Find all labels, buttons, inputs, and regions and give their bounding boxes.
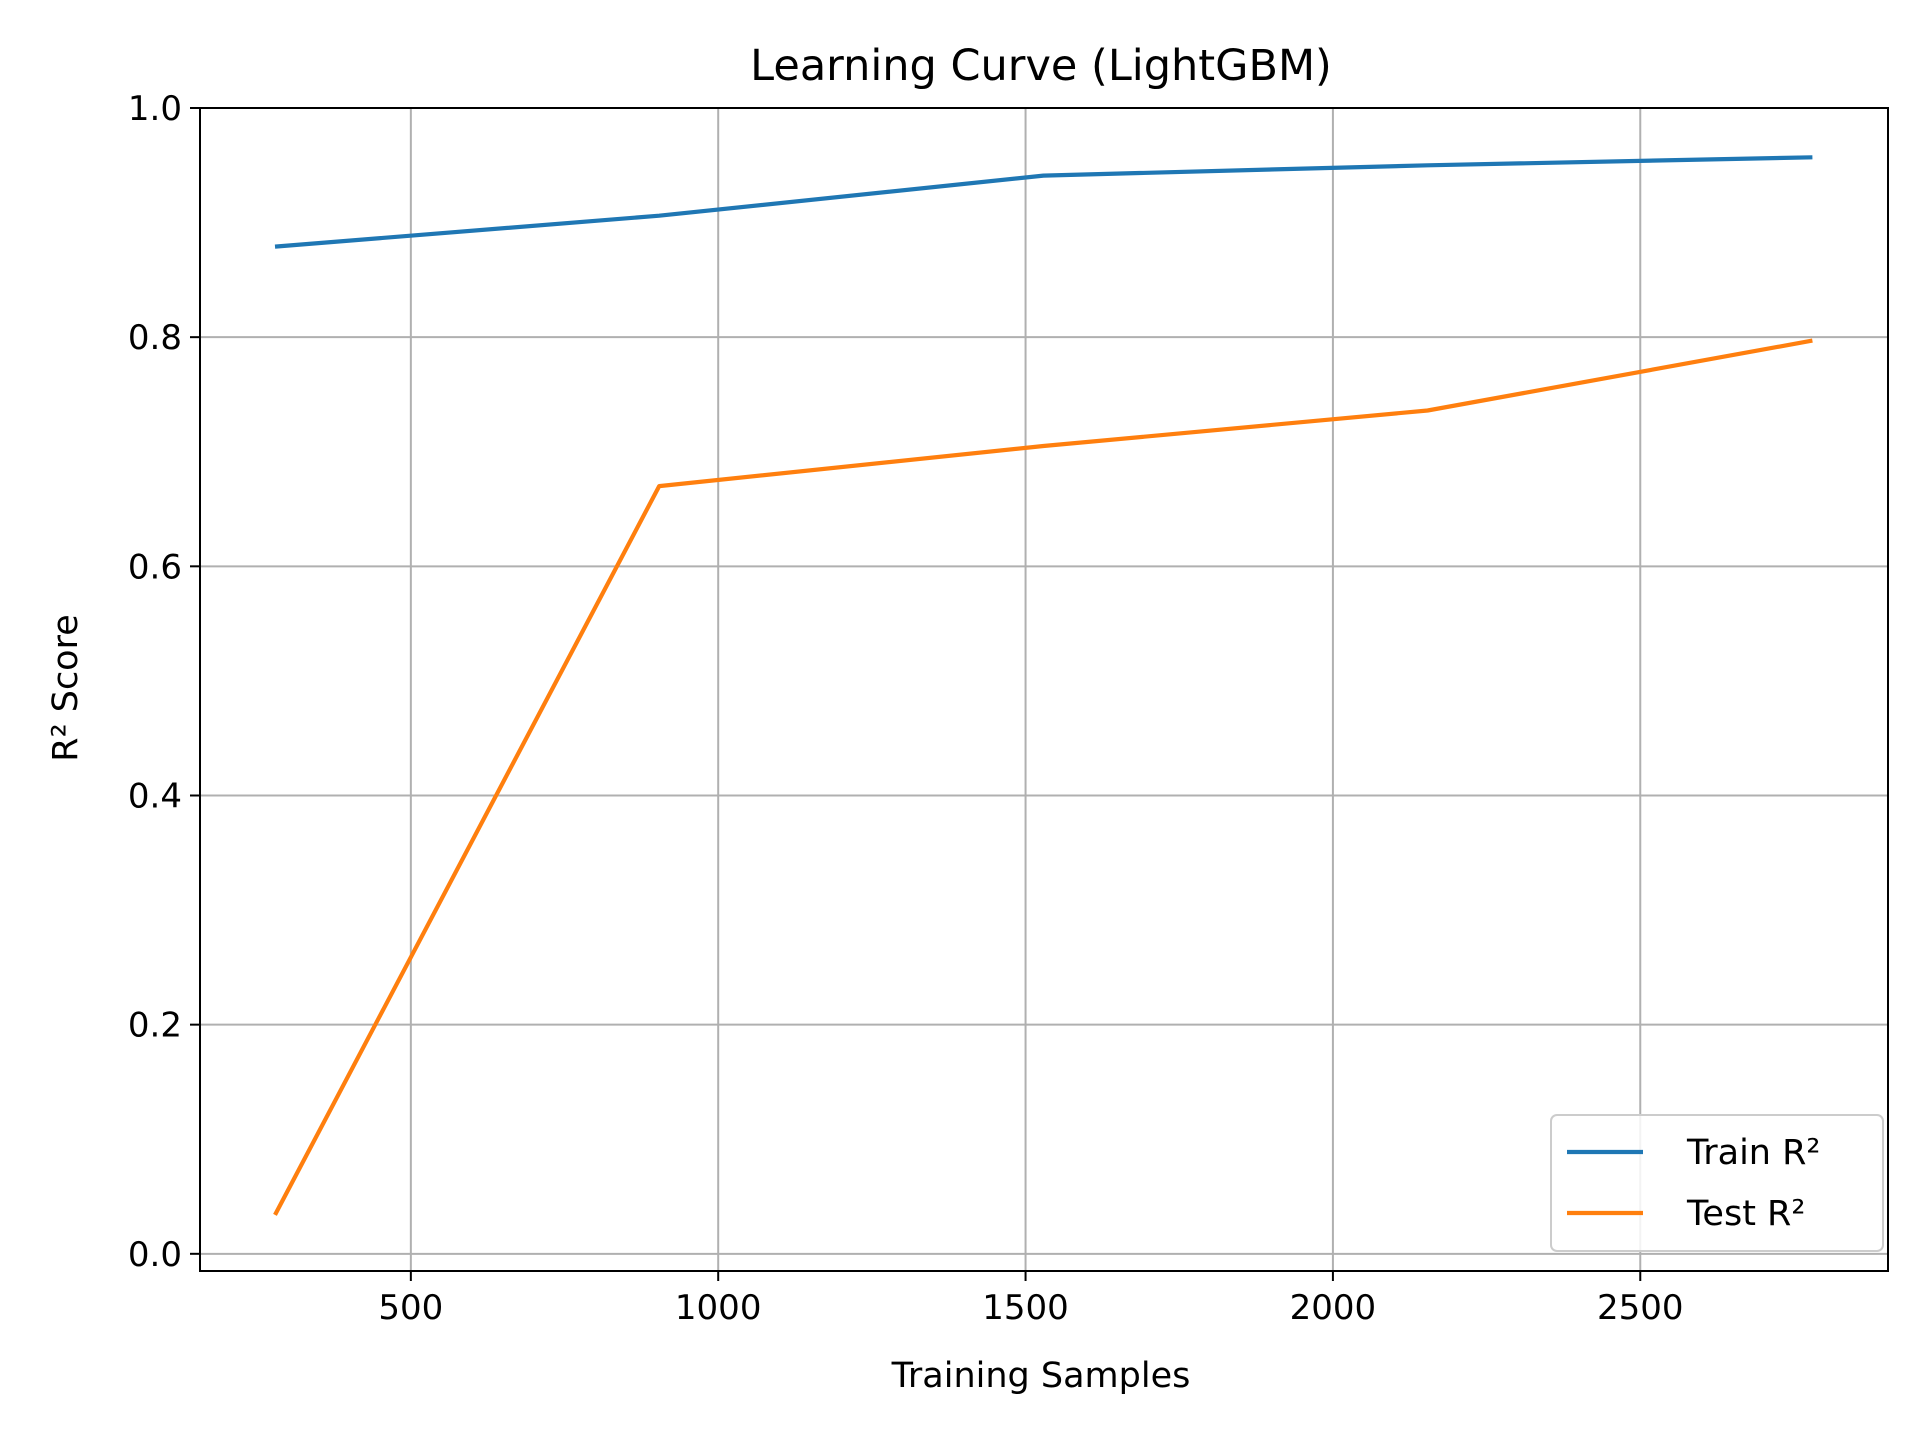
legend: Train R² Test R² xyxy=(1550,1114,1884,1252)
x-tick-label: 2000 xyxy=(1290,1288,1377,1328)
y-tick-label: 0.6 xyxy=(128,547,182,587)
x-tick-label: 1000 xyxy=(675,1288,762,1328)
plot-frame xyxy=(199,107,1889,1272)
legend-label: Train R² xyxy=(1686,1133,1820,1173)
y-axis-label: R² Score xyxy=(46,614,86,762)
y-tick-label: 0.0 xyxy=(128,1235,182,1275)
x-tick-label: 1500 xyxy=(982,1288,1069,1328)
y-tick-label: 1.0 xyxy=(128,89,182,129)
series-line-test xyxy=(273,338,1813,1216)
series-line-train xyxy=(274,155,1813,249)
chart-title: Learning Curve (LightGBM) xyxy=(750,41,1332,91)
x-axis-label: Training Samples xyxy=(891,1356,1191,1396)
x-tick-label: 500 xyxy=(378,1288,443,1328)
axis-ticks: 500 1000 1500 2000 2500 0.0 0.2 0.4 0.6 0.8 1.0 xyxy=(128,89,1684,1328)
x-tick-label: 2500 xyxy=(1597,1288,1684,1328)
y-tick-label: 0.8 xyxy=(128,318,182,358)
series-lines xyxy=(273,155,1813,1216)
y-tick-label: 0.2 xyxy=(128,1006,182,1046)
legend-label: Test R² xyxy=(1686,1194,1805,1234)
legend-box xyxy=(1550,1114,1884,1252)
y-tick-label: 0.4 xyxy=(128,776,182,816)
